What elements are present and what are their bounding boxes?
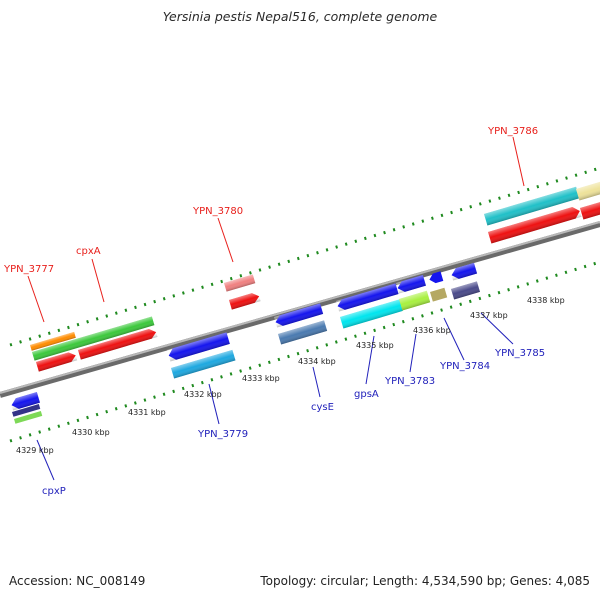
scale-label-4337: 4337 kbp <box>470 311 508 320</box>
gene-YPN_3786-khaki[interactable] <box>576 177 600 201</box>
label-YPN_3785[interactable]: YPN_3785 <box>494 348 545 359</box>
reverse-gene-labels: cpxP YPN_3779 cysE gpsA YPN_3783 YPN_378… <box>42 348 545 497</box>
gene-YPN_3779-skyblue[interactable] <box>171 349 236 379</box>
scale-label-4335: 4335 kbp <box>356 341 394 350</box>
label-YPN_3779[interactable]: YPN_3779 <box>197 429 248 440</box>
forward-callouts <box>27 136 525 323</box>
scale-labels: 4329 kbp 4330 kbp 4331 kbp 4332 kbp 4333… <box>16 296 565 455</box>
gene-YPN_3786-red-2[interactable] <box>580 196 600 220</box>
reverse-callouts <box>36 312 514 481</box>
gene-cpxP-lime[interactable] <box>14 411 43 424</box>
gene-YPN_3785-slate[interactable] <box>451 281 481 300</box>
gene-cpxA-green[interactable] <box>32 316 155 361</box>
label-YPN_3780[interactable]: YPN_3780 <box>192 206 243 217</box>
label-gpsA[interactable]: gpsA <box>354 389 379 400</box>
gene-YPN_3777-red[interactable] <box>36 350 78 372</box>
gene-cpxP-blue[interactable] <box>9 392 40 411</box>
gene-YPN_3786-red[interactable] <box>488 205 582 244</box>
gene-cpxP-navy[interactable] <box>12 404 41 417</box>
scale-label-4333: 4333 kbp <box>242 374 280 383</box>
label-cpxA[interactable]: cpxA <box>76 246 101 257</box>
scale-label-4334: 4334 kbp <box>298 357 336 366</box>
label-cpxP[interactable]: cpxP <box>42 486 66 497</box>
scale-label-4331: 4331 kbp <box>128 408 166 417</box>
label-YPN_3777[interactable]: YPN_3777 <box>3 264 54 275</box>
gene-cysE-blue[interactable] <box>274 303 324 328</box>
gene-YPN_3783-blue[interactable] <box>396 275 426 294</box>
forward-gene-labels: YPN_3777 cpxA YPN_3780 YPN_3786 <box>3 126 538 275</box>
gene-YPN_3780-pink[interactable] <box>224 274 256 292</box>
gene-gpsA-blue[interactable] <box>336 283 399 312</box>
gene-YPN_3783-lime[interactable] <box>399 290 431 311</box>
scale-label-4329: 4329 kbp <box>16 446 54 455</box>
map-title: Yersinia pestis Nepal516, complete genom… <box>162 9 438 24</box>
label-cysE[interactable]: cysE <box>311 402 334 413</box>
gene-cysE-steel[interactable] <box>278 320 328 345</box>
gene-YPN_3780-red[interactable] <box>229 291 261 310</box>
scale-label-4336: 4336 kbp <box>413 326 451 335</box>
gene-YPN_3784-olive[interactable] <box>430 287 448 302</box>
gene-cpxA-red[interactable] <box>78 327 158 360</box>
label-YPN_3783[interactable]: YPN_3783 <box>384 376 435 387</box>
genome-summary-text: Topology: circular; Length: 4,534,590 bp… <box>260 574 590 588</box>
scale-label-4338: 4338 kbp <box>527 296 565 305</box>
label-YPN_3786[interactable]: YPN_3786 <box>487 126 538 137</box>
gene-cpxA-orange[interactable] <box>30 331 76 351</box>
label-YPN_3784[interactable]: YPN_3784 <box>439 361 490 372</box>
gene-YPN_3779-blue[interactable] <box>167 332 230 362</box>
accession-text: Accession: NC_008149 <box>9 574 146 588</box>
gene-YPN_3785-blue[interactable] <box>450 262 478 281</box>
scale-label-4330: 4330 kbp <box>72 428 110 437</box>
scale-label-4332: 4332 kbp <box>184 390 222 399</box>
gene-gpsA-cyan[interactable] <box>340 299 403 329</box>
gene-YPN_3784-blue[interactable] <box>428 271 444 284</box>
gene-YPN_3786-cyan[interactable] <box>484 186 580 226</box>
